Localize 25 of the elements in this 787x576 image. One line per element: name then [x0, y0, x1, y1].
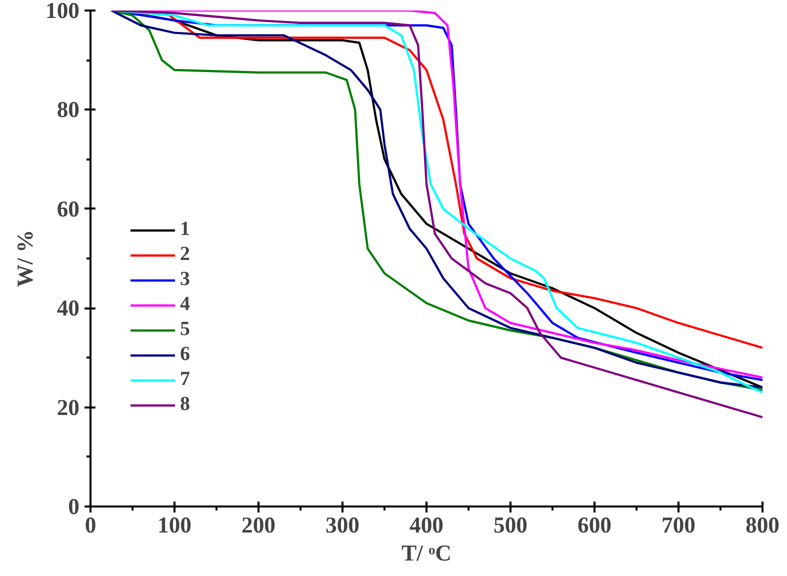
x-tick-label: 800 [746, 512, 780, 538]
legend-label: 2 [180, 243, 191, 266]
x-tick-label: 200 [242, 512, 276, 538]
y-tick-label: 80 [56, 97, 80, 122]
x-tick-label: 100 [158, 512, 192, 538]
legend-label: 4 [180, 293, 191, 316]
x-tick-label: 400 [410, 512, 444, 538]
y-axis-title: W/ % [12, 230, 38, 288]
y-tick-label: 60 [56, 196, 80, 222]
legend-label: 5 [180, 318, 191, 341]
legend-label: 7 [180, 368, 191, 391]
y-tick-label: 0 [68, 494, 80, 519]
y-tick-label: 100 [46, 0, 80, 23]
legend-label: 6 [180, 343, 191, 366]
x-tick-label: 300 [326, 512, 360, 538]
legend-label: 1 [180, 218, 191, 241]
legend-label: 3 [180, 268, 191, 291]
x-axis-title: T/ ᵒC [402, 540, 452, 566]
x-tick-label: 500 [494, 512, 528, 538]
y-tick-label: 40 [56, 296, 80, 321]
y-tick-label: 20 [56, 394, 80, 420]
x-tick-label: 0 [84, 512, 96, 538]
legend-label: 8 [180, 393, 191, 416]
x-tick-label: 600 [578, 512, 612, 538]
x-tick-label: 700 [662, 512, 696, 538]
